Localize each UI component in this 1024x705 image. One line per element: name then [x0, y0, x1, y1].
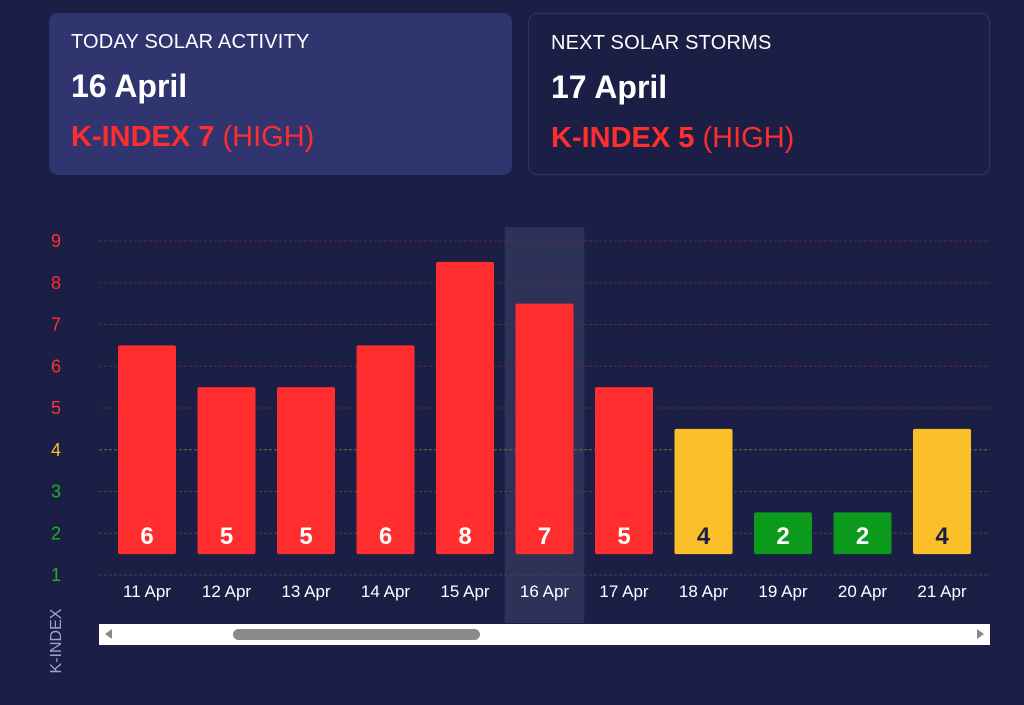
x-tick-label: 15 Apr	[440, 582, 489, 601]
y-tick-label: 6	[51, 356, 61, 376]
bar-value-label: 5	[220, 523, 233, 550]
bar-20-apr	[833, 512, 892, 555]
bar-value-label: 4	[697, 523, 711, 550]
today-activity-card: TODAY SOLAR ACTIVITY 16 April K-INDEX 7 …	[49, 13, 512, 175]
x-tick-label: 12 Apr	[202, 582, 251, 601]
next-date: 17 April	[551, 69, 668, 105]
y-tick-label: 1	[51, 565, 61, 585]
bar-value-label: 2	[776, 523, 789, 550]
bar-value-label: 5	[299, 523, 312, 550]
today-kindex-value: K-INDEX 7	[71, 121, 215, 153]
x-tick-label: 21 Apr	[917, 582, 966, 601]
bar-17-apr	[595, 387, 653, 555]
y-tick-label: 9	[51, 231, 61, 251]
bar-value-label: 4	[935, 523, 949, 550]
bar-13-apr	[277, 387, 335, 555]
x-tick-label: 14 Apr	[361, 582, 410, 601]
today-date: 16 April	[71, 68, 188, 104]
bar-12-apr	[197, 387, 256, 555]
bar-value-label: 6	[379, 523, 392, 550]
bar-14-apr	[356, 345, 415, 555]
next-kindex-level: (HIGH)	[702, 122, 795, 154]
next-label: NEXT SOLAR STORMS	[551, 32, 772, 54]
bar-11-apr	[118, 345, 176, 555]
x-tick-label: 11 Apr	[123, 582, 171, 601]
today-kindex-level: (HIGH)	[222, 121, 315, 153]
bar-value-label: 6	[140, 523, 153, 550]
y-tick-label: 8	[51, 273, 61, 293]
bar-value-label: 8	[458, 523, 471, 550]
bar-15-apr	[436, 261, 494, 555]
y-tick-label: 4	[51, 440, 61, 460]
scrollbar-thumb[interactable]	[233, 629, 480, 640]
y-tick-label: 7	[51, 315, 61, 335]
x-tick-label: 19 Apr	[758, 582, 807, 601]
next-storms-card: NEXT SOLAR STORMS 17 April K-INDEX 5 (HI…	[528, 13, 990, 175]
today-label: TODAY SOLAR ACTIVITY	[71, 31, 310, 53]
x-tick-label: 16 Apr	[520, 582, 569, 601]
bar-value-label: 2	[856, 523, 869, 550]
bar-value-label: 5	[617, 523, 630, 550]
x-tick-label: 13 Apr	[281, 582, 330, 601]
x-tick-label: 18 Apr	[679, 582, 728, 601]
y-tick-label: 3	[51, 482, 61, 502]
y-tick-label: 5	[51, 398, 61, 418]
bar-21-apr	[913, 428, 971, 555]
x-tick-label: 17 Apr	[599, 582, 648, 601]
bar-16-apr	[515, 303, 574, 555]
scroll-left-arrow-icon[interactable]	[102, 624, 116, 645]
scroll-right-arrow-icon[interactable]	[973, 624, 987, 645]
bar-value-label: 7	[538, 523, 551, 550]
x-tick-label: 20 Apr	[838, 582, 887, 601]
bar-18-apr	[674, 428, 733, 555]
today-kindex: K-INDEX 7 (HIGH)	[71, 121, 490, 154]
bar-19-apr	[754, 512, 812, 555]
y-axis-label: K-INDEX	[48, 608, 65, 673]
next-kindex-value: K-INDEX 5	[551, 122, 695, 154]
chart-horizontal-scrollbar[interactable]	[99, 624, 990, 645]
next-kindex: K-INDEX 5 (HIGH)	[551, 122, 967, 155]
y-tick-label: 2	[51, 523, 61, 543]
